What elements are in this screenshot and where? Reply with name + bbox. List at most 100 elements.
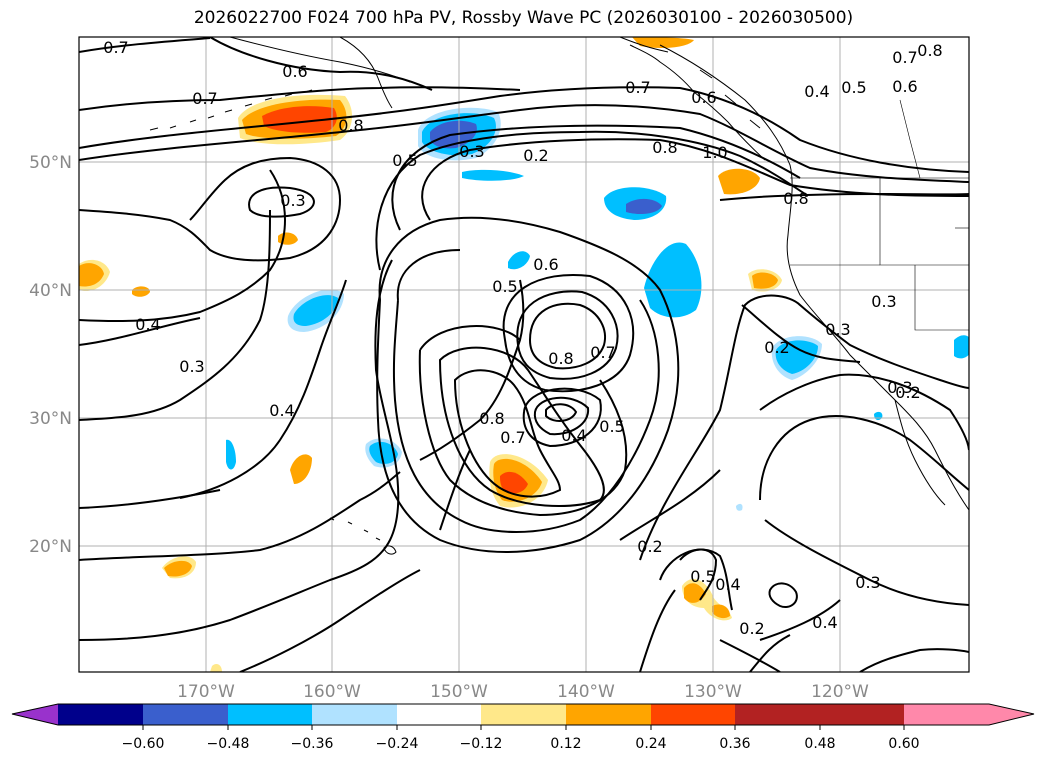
colorbar-ticks xyxy=(142,725,905,730)
colorbar-segment xyxy=(143,704,228,725)
colorbar-segment xyxy=(312,704,397,725)
negative-anomaly-patch xyxy=(736,503,743,511)
lon-label: 120°W xyxy=(811,682,869,702)
map-area: 0.7 0.6 0.7 0.8 0.5 0.3 0.2 0.3 0.7 0.8 … xyxy=(79,37,969,672)
lon-label: 140°W xyxy=(557,682,615,702)
contour-label: 0.6 xyxy=(533,255,558,274)
contour-label: 0.5 xyxy=(690,567,715,586)
lon-label: 170°W xyxy=(177,682,235,702)
colorbar: −0.60 −0.48 −0.36 −0.24 −0.12 0.12 0.24 … xyxy=(11,703,1035,752)
contour-label: 0.8 xyxy=(548,349,573,368)
colorbar-tick-label: 0.36 xyxy=(719,736,750,752)
contour-label: 0.3 xyxy=(280,191,305,210)
contour-label: 0.8 xyxy=(338,116,363,135)
positive-anomaly-patch xyxy=(712,604,730,619)
contour-label: 0.3 xyxy=(459,142,484,161)
colorbar-tick-label: 0.60 xyxy=(888,736,919,752)
lat-label: 40°N xyxy=(29,281,72,301)
contour-label: 0.2 xyxy=(764,338,789,357)
positive-anomaly-patch xyxy=(500,471,528,494)
colorbar-tick-label: 0.24 xyxy=(635,736,666,752)
latitude-labels: 50°N 40°N 30°N 20°N xyxy=(29,153,72,557)
negative-anomaly-patch xyxy=(293,295,338,326)
colorbar-segment xyxy=(228,704,312,725)
contour-labels: 0.7 0.6 0.7 0.8 0.5 0.3 0.2 0.3 0.7 0.8 … xyxy=(103,38,942,638)
colorbar-segment xyxy=(820,704,904,725)
positive-anomaly-patch xyxy=(262,106,337,133)
positive-anomaly-patch xyxy=(752,272,778,289)
negative-anomaly-patch xyxy=(508,251,530,270)
positive-anomaly-patch xyxy=(210,664,222,672)
colorbar-outline xyxy=(11,703,1035,726)
colorbar-segment xyxy=(397,704,481,725)
contour-label: 0.3 xyxy=(887,378,912,397)
contour-label: 0.7 xyxy=(192,89,217,108)
contour-label: 0.2 xyxy=(739,619,764,638)
colorbar-left-extension xyxy=(12,704,58,725)
positive-anomaly-patch xyxy=(290,454,312,484)
lon-label: 160°W xyxy=(303,682,361,702)
contour-label: 0.4 xyxy=(135,315,160,334)
colorbar-segment xyxy=(735,704,820,725)
colorbar-tick-label: −0.24 xyxy=(376,736,419,752)
contour-label: 0.5 xyxy=(392,151,417,170)
contour-label: 0.8 xyxy=(783,189,808,208)
negative-anomaly-patch xyxy=(626,198,662,214)
colorbar-segment xyxy=(566,704,651,725)
negative-anomaly-patch xyxy=(954,335,969,359)
colorbar-tick-label: −0.60 xyxy=(122,736,165,752)
contour-label: 0.5 xyxy=(841,78,866,97)
contour-label: 0.7 xyxy=(590,343,615,362)
contour-label: 0.7 xyxy=(500,428,525,447)
contour-label: 0.5 xyxy=(599,417,624,436)
contour-label: 0.2 xyxy=(523,146,548,165)
contour-label: 0.5 xyxy=(492,277,517,296)
contour-label: 0.7 xyxy=(892,48,917,67)
colorbar-tick-label: −0.48 xyxy=(207,736,250,752)
shading-patches xyxy=(79,37,969,672)
contour-label: 0.3 xyxy=(871,292,896,311)
contour-label: 1.0 xyxy=(702,143,727,162)
lat-label: 20°N xyxy=(29,537,72,557)
colorbar-tick-label: 0.12 xyxy=(550,736,581,752)
negative-anomaly-patch xyxy=(369,441,398,464)
map-frame xyxy=(78,36,970,673)
contour-label: 0.7 xyxy=(103,38,128,57)
contour-label: 0.4 xyxy=(804,82,829,101)
contour-label: 0.3 xyxy=(179,357,204,376)
contour-label: 0.4 xyxy=(715,575,740,594)
negative-anomaly-patch xyxy=(775,340,818,374)
contour-label: 0.8 xyxy=(917,41,942,60)
positive-anomaly-patch xyxy=(79,263,104,287)
pv-contours xyxy=(79,37,969,672)
negative-anomaly-patch xyxy=(644,242,702,318)
contour-label: 0.3 xyxy=(855,573,880,592)
contour-label: 0.8 xyxy=(479,409,504,428)
lat-label: 30°N xyxy=(29,409,72,429)
contour-label: 0.8 xyxy=(652,138,677,157)
contour-label: 0.3 xyxy=(825,320,850,339)
positive-anomaly-patch xyxy=(632,37,694,48)
contour-label: 0.4 xyxy=(812,613,837,632)
contour-label: 0.2 xyxy=(895,383,920,402)
negative-anomaly-patch xyxy=(226,439,236,470)
positive-anomaly-patch xyxy=(132,286,150,297)
contour-label: 0.2 xyxy=(637,537,662,556)
colorbar-right-extension xyxy=(904,704,1034,725)
colorbar-segment xyxy=(651,704,735,725)
contour-label: 0.7 xyxy=(625,78,650,97)
lon-label: 130°W xyxy=(684,682,742,702)
colorbar-tick-label: −0.12 xyxy=(460,736,503,752)
contour-label: 0.4 xyxy=(561,426,586,445)
positive-anomaly-patch xyxy=(164,560,192,577)
contour-label: 0.6 xyxy=(691,88,716,107)
contour-label: 0.4 xyxy=(269,401,294,420)
colorbar-segment xyxy=(481,704,566,725)
positive-anomaly-patch xyxy=(718,168,760,195)
lat-label: 50°N xyxy=(29,153,72,173)
lon-label: 150°W xyxy=(430,682,488,702)
colorbar-segment xyxy=(58,704,143,725)
longitude-labels: 170°W 160°W 150°W 140°W 130°W 120°W xyxy=(177,682,869,702)
colorbar-tick-label: −0.36 xyxy=(291,736,334,752)
